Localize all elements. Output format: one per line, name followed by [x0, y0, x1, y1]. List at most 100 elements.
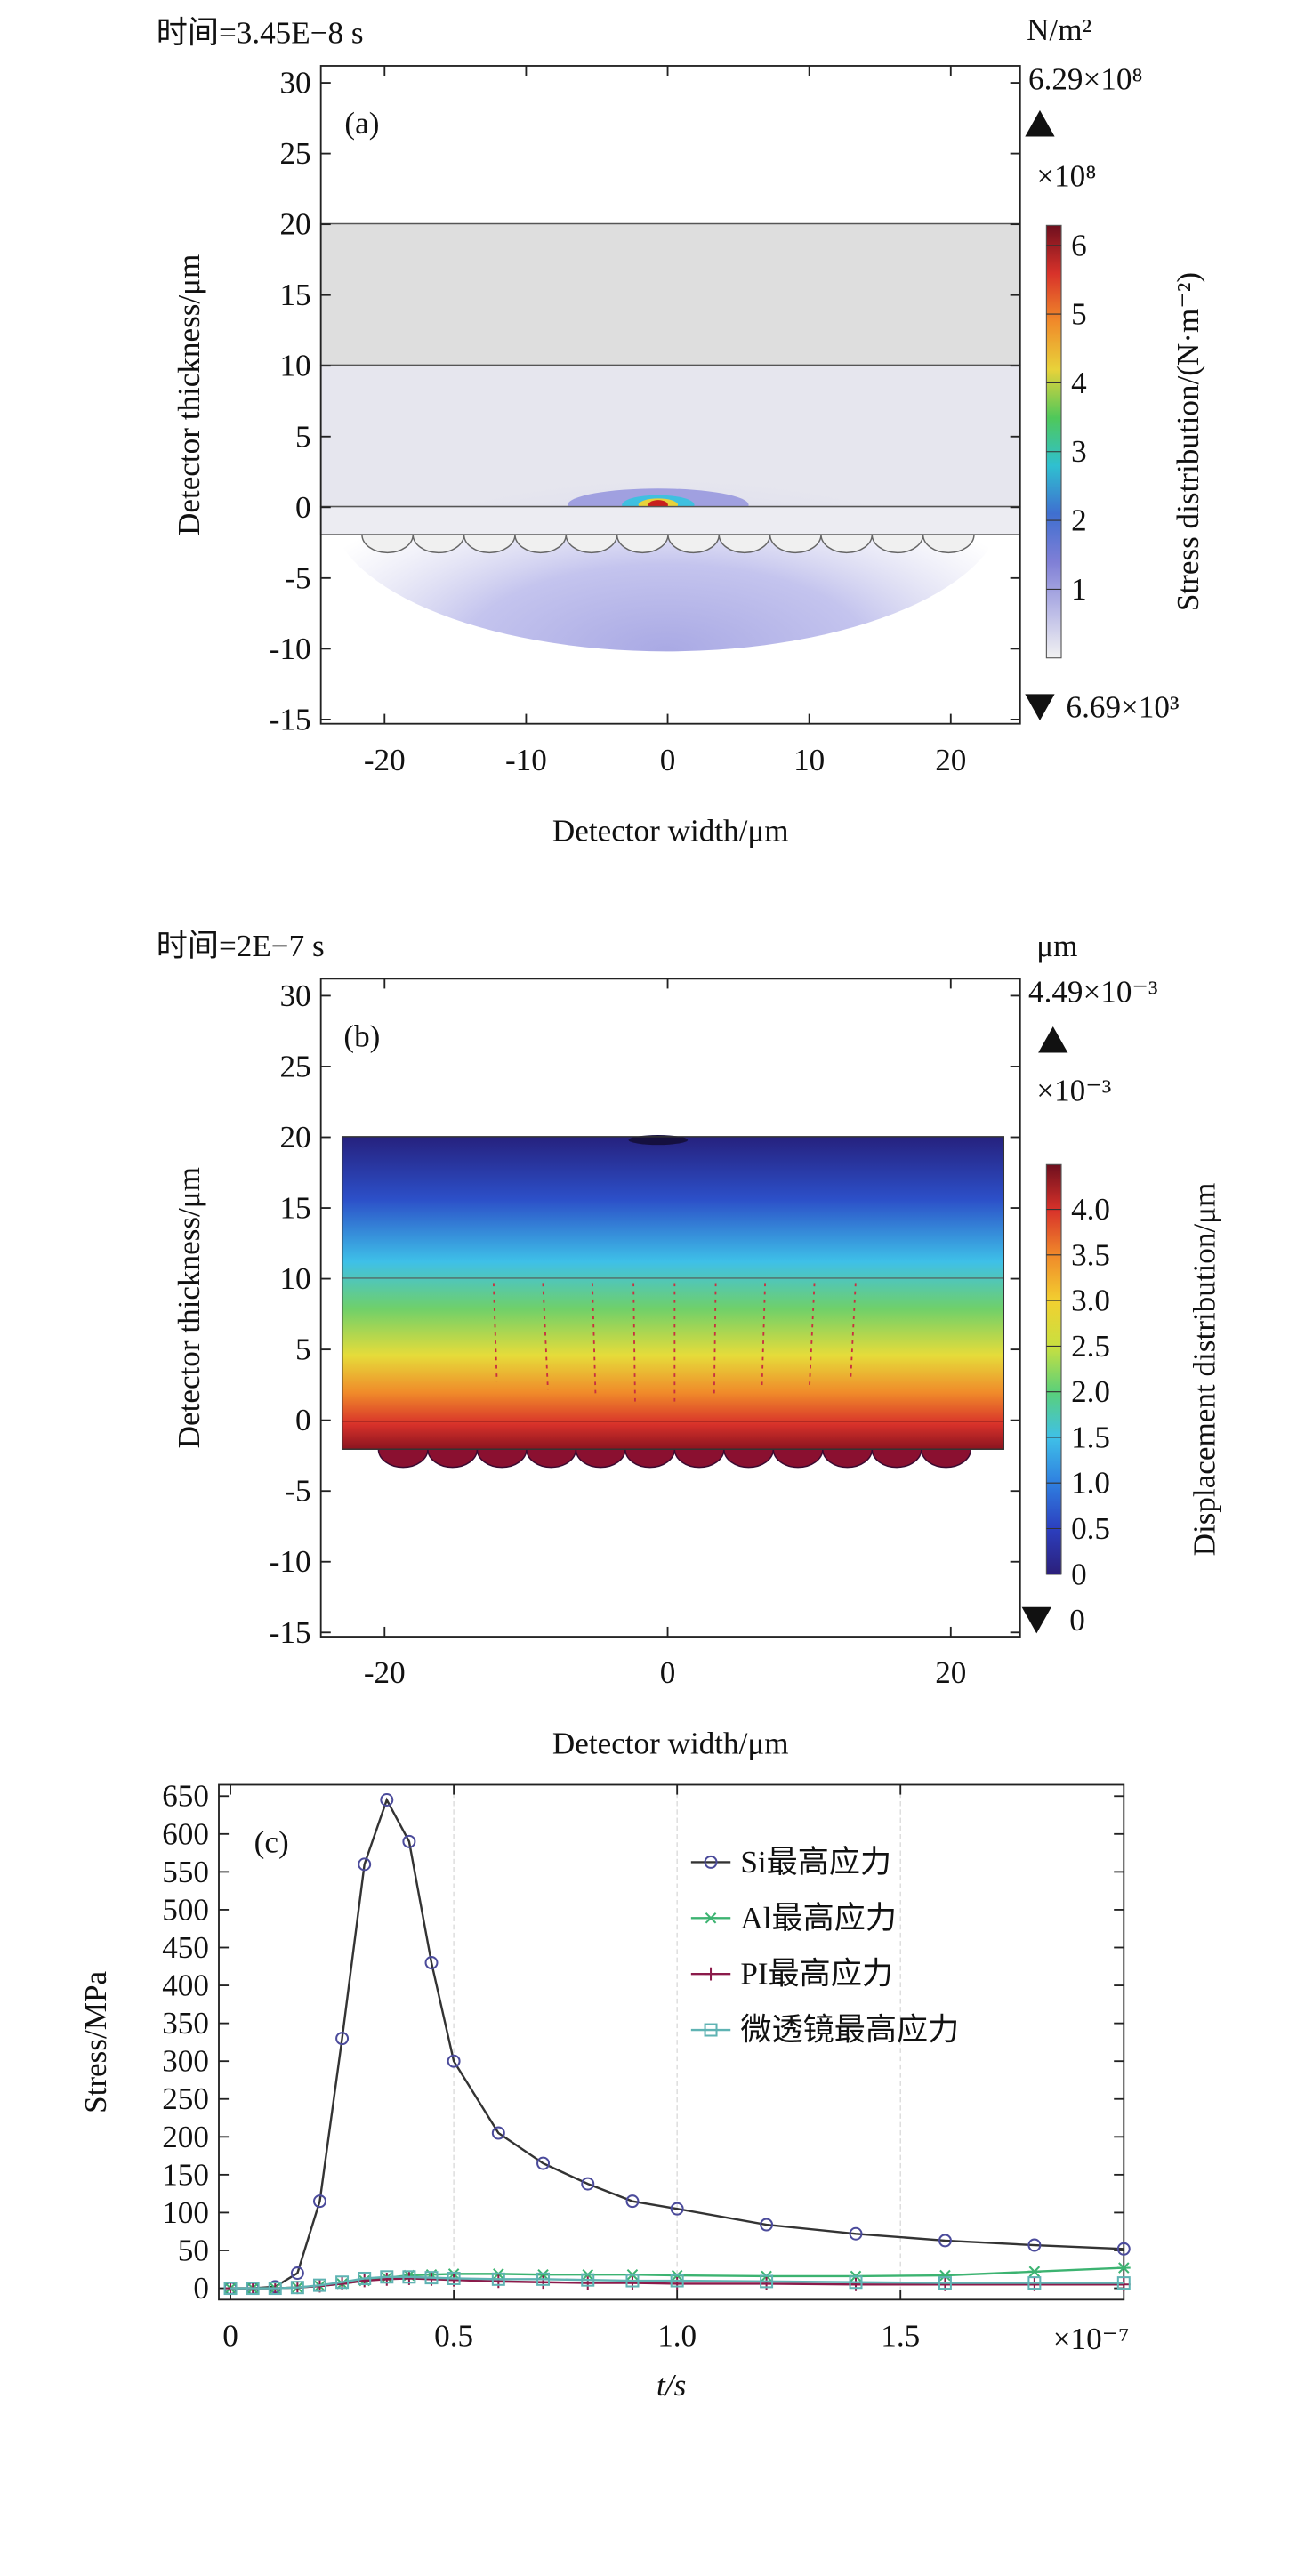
max-marker — [1025, 109, 1055, 137]
marker — [625, 2274, 640, 2288]
plot-frame — [218, 1783, 1125, 2301]
colorbar-tick-label: 3.5 — [1071, 1237, 1110, 1272]
colorbar-tick-label: 5 — [1071, 297, 1087, 332]
marker — [491, 2126, 505, 2140]
colorbar-tick-label: 1 — [1071, 572, 1087, 607]
marker — [625, 2194, 640, 2209]
marker — [268, 2282, 282, 2296]
legend-label: Al最高应力 — [740, 1901, 897, 1936]
marker — [938, 2234, 952, 2248]
y-tick-label: 100 — [162, 2195, 209, 2230]
colorbar — [1045, 224, 1062, 659]
marker — [402, 1834, 416, 1848]
x-multiplier: ×10⁻⁷ — [1053, 2322, 1130, 2356]
y-tick-label: 25 — [279, 1049, 310, 1083]
x-tick-label: 1.5 — [881, 2319, 920, 2354]
marker — [491, 2272, 505, 2286]
y-tick-label: 30 — [279, 66, 310, 101]
marker — [849, 2275, 863, 2290]
x-axis-label: Detector width/μm — [552, 1727, 789, 1761]
x-tick-label: -10 — [505, 743, 547, 777]
y-tick-label: -10 — [270, 1544, 311, 1579]
plot-frame — [319, 65, 1021, 725]
y-tick-label: -10 — [270, 632, 311, 666]
colorbar-tick-label: 2.0 — [1071, 1374, 1110, 1409]
marker — [1116, 2242, 1131, 2256]
min-marker — [1025, 694, 1055, 720]
y-tick-label: 15 — [279, 1191, 310, 1226]
x-tick-label: 0 — [660, 743, 676, 777]
series-line — [230, 2275, 1124, 2290]
y-tick-label: -5 — [285, 560, 310, 595]
colorbar-label: Displacement distribution/μm — [1187, 1183, 1221, 1557]
colorbar-tick-label: 2 — [1071, 503, 1087, 538]
marker — [380, 2272, 394, 2286]
marker — [581, 2273, 595, 2287]
marker — [704, 1967, 718, 1981]
colorbar-tick-label: 3.0 — [1071, 1284, 1110, 1318]
legend-label: Si最高应力 — [740, 1845, 891, 1880]
x-tick-label: 20 — [935, 1655, 966, 1690]
marker — [938, 2269, 952, 2282]
y-tick-label: 650 — [162, 1779, 209, 1814]
plot-frame — [319, 978, 1021, 1638]
marker — [760, 2218, 774, 2232]
y-tick-label: 30 — [279, 978, 310, 1013]
marker — [491, 2274, 505, 2289]
colorbar-max: 6.29×10⁸ — [1028, 61, 1143, 96]
marker — [704, 1912, 718, 1924]
colorbar-tick-label: 3 — [1071, 434, 1087, 469]
y-tick-label: 450 — [162, 1930, 209, 1965]
y-axis-label: Detector thickness/μm — [172, 254, 206, 535]
marker — [358, 2271, 372, 2285]
colorbar-tick-label: 0 — [1071, 1557, 1087, 1591]
x-tick-label: -20 — [364, 743, 406, 777]
marker — [312, 2194, 326, 2209]
marker — [704, 2023, 718, 2037]
colorbar-tick-label: 4.0 — [1071, 1192, 1110, 1227]
marker — [1027, 2238, 1042, 2252]
marker — [447, 2271, 461, 2285]
marker — [402, 2270, 416, 2284]
y-tick-label: 5 — [295, 1332, 311, 1367]
marker — [335, 2275, 350, 2290]
max-marker — [1038, 1026, 1068, 1053]
x-tick-label: 1.0 — [657, 2319, 697, 2354]
marker — [581, 2177, 595, 2191]
y-tick-label: 500 — [162, 1892, 209, 1927]
y-tick-label: 150 — [162, 2157, 209, 2192]
legend-label: PI最高应力 — [740, 1957, 893, 1992]
panel-title: 时间=3.45E−8 s — [157, 15, 364, 50]
x-tick-label: 0.5 — [434, 2319, 473, 2354]
marker — [290, 2266, 304, 2281]
colorbar-tick-label: 1.5 — [1071, 1420, 1110, 1454]
marker — [670, 2277, 684, 2290]
marker — [760, 2277, 773, 2290]
y-tick-label: 0 — [295, 1403, 311, 1437]
y-axis-label: Stress/MPa — [78, 1970, 113, 2113]
colorbar-label: Stress distribution/(N·m⁻²) — [1171, 272, 1205, 611]
legend-label: 微透镜最高应力 — [740, 2013, 959, 2048]
panel-label: (c) — [254, 1825, 289, 1860]
colorbar-multiplier: ×10⁻³ — [1036, 1074, 1111, 1108]
marker — [938, 2276, 952, 2290]
colorbar-min: 0 — [1069, 1603, 1085, 1638]
x-tick-label: 0 — [660, 1655, 676, 1690]
marker — [424, 2271, 439, 2285]
marker — [849, 2226, 863, 2241]
y-tick-label: 5 — [295, 419, 311, 454]
y-tick-label: 20 — [279, 207, 310, 242]
colorbar-max: 4.49×10⁻³ — [1028, 975, 1157, 1010]
y-tick-label: 400 — [162, 1968, 209, 2003]
marker — [380, 1793, 394, 1807]
marker — [246, 2282, 260, 2296]
marker — [223, 2282, 238, 2296]
y-tick-label: 600 — [162, 1816, 209, 1851]
colorbar-min: 6.69×10³ — [1067, 690, 1180, 725]
colorbar-tick-label: 1.0 — [1071, 1466, 1110, 1501]
y-tick-label: -5 — [285, 1474, 310, 1509]
marker — [290, 2281, 304, 2295]
y-tick-label: 10 — [279, 349, 310, 383]
